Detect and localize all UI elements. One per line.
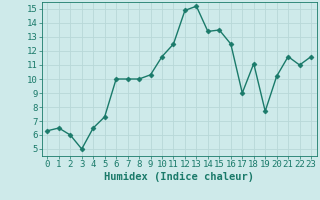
- X-axis label: Humidex (Indice chaleur): Humidex (Indice chaleur): [104, 172, 254, 182]
